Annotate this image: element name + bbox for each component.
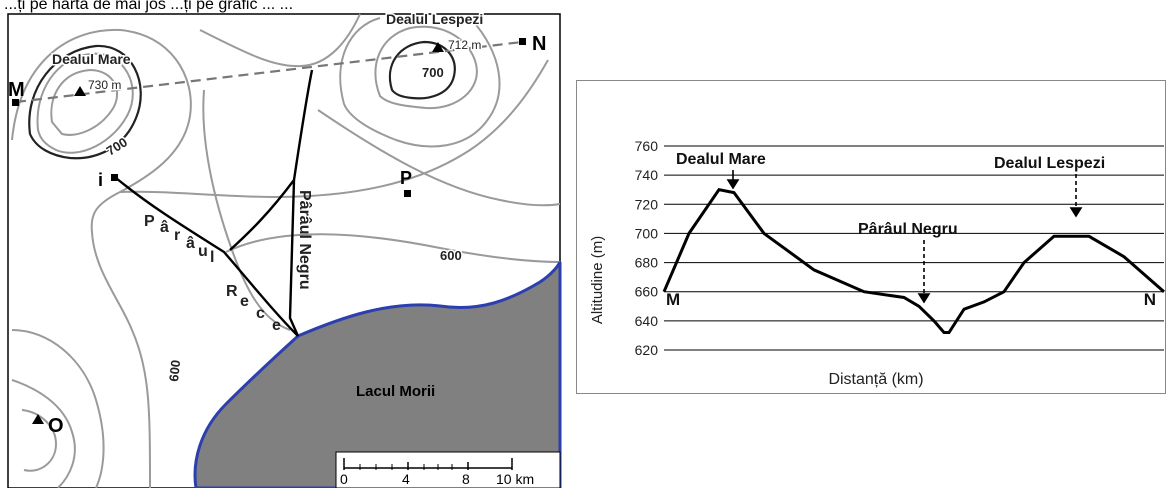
- point-i-marker: [111, 174, 118, 181]
- point-m-label: M: [8, 79, 25, 101]
- scale-tick-label: 10 km: [496, 471, 534, 487]
- profile-xlabel: Distanță (km): [828, 371, 923, 388]
- contour-700-lespezi: [388, 40, 456, 100]
- peak-lespezi-name: Dealul Lespezi: [386, 11, 483, 27]
- river-rece-letter: l: [210, 249, 214, 266]
- contour-700-mare: [28, 44, 142, 160]
- point-i-label: i: [98, 170, 103, 190]
- river-rece-letter: P: [144, 213, 155, 230]
- river-rece-letter: â: [160, 219, 169, 236]
- contour-label-700-lespezi: 700: [422, 65, 444, 80]
- profile-y-tick-label: 620: [635, 342, 659, 358]
- point-p-marker: [404, 190, 411, 197]
- profile-label-n: N: [1144, 290, 1156, 309]
- point-n-label: N: [532, 33, 546, 55]
- topographic-map: 700 700 600 600 Lacul Morii M N i P O De…: [7, 10, 562, 488]
- profile-grid: [664, 145, 1164, 351]
- arrow-paraul-negru-head: [917, 293, 931, 304]
- river-rece-letter: r: [174, 227, 180, 244]
- point-o-label: O: [48, 415, 64, 437]
- profile-label-paraul-negru: Pârâul Negru: [858, 221, 958, 238]
- profile-y-tick-label: 720: [635, 196, 659, 212]
- profile-label-dealul-mare: Dealul Mare: [676, 151, 766, 168]
- map-scale-bar: 0 4 8 10 km: [335, 451, 561, 488]
- peak-mare-triangle-icon: [74, 86, 86, 96]
- profile-ylabel: Altitudine (m): [589, 236, 606, 324]
- peak-mare-elevation: 730 m: [88, 78, 121, 92]
- river-rece-letter: â: [186, 235, 195, 252]
- contour-label-600-east: 600: [440, 248, 462, 263]
- river-rece-letter: R: [226, 283, 238, 300]
- profile-y-tick-label: 660: [635, 284, 659, 300]
- river-network: [115, 69, 314, 337]
- profile-y-tick-label: 680: [635, 255, 659, 271]
- point-n-marker: [519, 38, 526, 45]
- river-label-parau-rece: P â r â u l R e c e: [144, 213, 281, 334]
- point-m-marker: [12, 99, 19, 106]
- top-caption: ...ți pe harta de mai jos ...ți pe grafi…: [4, 0, 294, 13]
- contour-label-600-south: 600: [166, 359, 183, 382]
- profile-y-tick-label: 760: [635, 138, 659, 154]
- river-rece-letter: u: [198, 243, 208, 260]
- river-label-paraul-negru: Pârâul Negru: [296, 190, 313, 290]
- profile-arrows: [726, 170, 1083, 304]
- arrow-dealul-mare-head: [726, 179, 740, 190]
- profile-y-ticks: 620 640 660 680 700 720 740 760: [635, 138, 659, 358]
- peak-o-triangle-icon: [32, 414, 44, 424]
- scale-tick-label: 8: [462, 471, 470, 487]
- profile-series-line: [662, 188, 1165, 334]
- profile-y-tick-label: 740: [635, 167, 659, 183]
- lake-lacul-morii: [193, 261, 562, 488]
- contour-lines: [11, 13, 561, 488]
- peak-lespezi-elevation: 712 m: [448, 38, 481, 52]
- peak-lespezi-triangle-icon: [432, 42, 444, 52]
- profile-label-dealul-lespezi: Dealul Lespezi: [994, 155, 1105, 172]
- arrow-dealul-lespezi-head: [1069, 207, 1083, 218]
- point-p-label: P: [400, 168, 412, 188]
- scale-tick-label: 4: [402, 471, 410, 487]
- profile-label-m: M: [666, 290, 680, 309]
- lake-label: Lacul Morii: [356, 383, 435, 400]
- river-rece-letter: c: [256, 305, 265, 322]
- profile-y-tick-label: 640: [635, 313, 659, 329]
- profile-y-tick-label: 700: [635, 225, 659, 241]
- river-rece-letter: e: [272, 317, 281, 334]
- peak-mare-name: Dealul Mare: [52, 51, 131, 67]
- scale-tick-label: 0: [340, 471, 348, 487]
- river-rece-letter: e: [240, 293, 249, 310]
